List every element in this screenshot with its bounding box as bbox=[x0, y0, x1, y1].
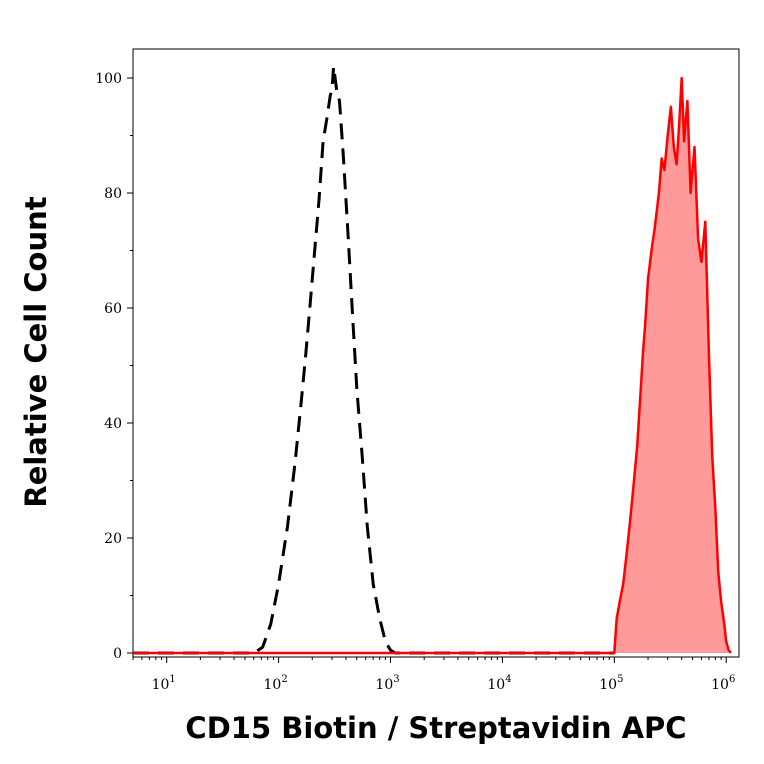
x-tick-label: 103 bbox=[375, 674, 399, 693]
y-tick-label: 100 bbox=[95, 71, 122, 87]
y-tick-label: 80 bbox=[104, 186, 122, 202]
x-tick-label: 104 bbox=[487, 674, 511, 693]
series-layer bbox=[133, 65, 732, 655]
y-tick-label: 0 bbox=[113, 646, 122, 662]
y-tick-label: 40 bbox=[104, 416, 122, 432]
y-tick-label: 20 bbox=[104, 531, 122, 547]
x-tick-label: 102 bbox=[263, 674, 287, 693]
x-axis-title: CD15 Biotin / Streptavidin APC bbox=[185, 711, 686, 745]
ticks-layer: 101 102 103 104 105 106 0 20 40 60 80 100 bbox=[95, 71, 735, 693]
x-tick-label: 105 bbox=[599, 674, 623, 693]
series-0-line bbox=[133, 65, 615, 655]
y-tick-label: 60 bbox=[104, 301, 122, 317]
plot-frame bbox=[132, 48, 740, 658]
series-1-line bbox=[133, 76, 732, 655]
series-1-fill bbox=[133, 78, 731, 653]
y-axis-title: Relative Cell Count bbox=[19, 196, 53, 507]
x-tick-label: 106 bbox=[711, 674, 735, 693]
x-tick-label: 101 bbox=[152, 674, 176, 693]
